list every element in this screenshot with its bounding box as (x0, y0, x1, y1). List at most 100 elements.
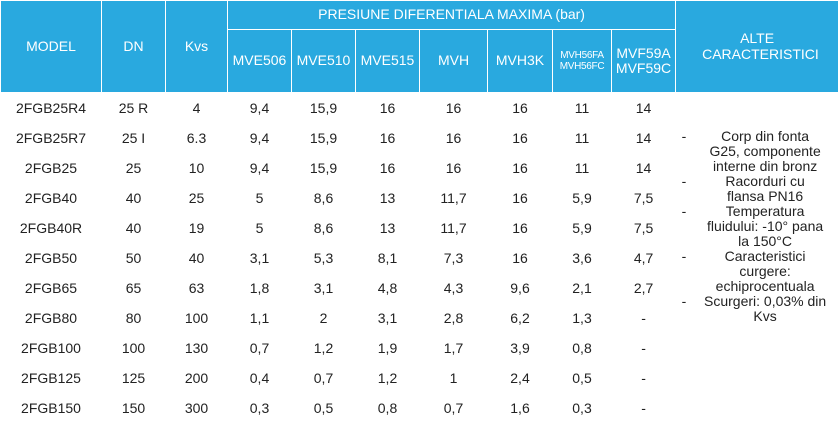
cell-pressure: 0,8 (377, 400, 398, 416)
cell-pressure: 11 (574, 160, 590, 176)
cell-kvs: 6.3 (186, 130, 207, 146)
cell-pressure: 5,9 (572, 190, 592, 206)
cell-pressure: 1,3 (572, 310, 592, 326)
cell-kvs: 130 (184, 340, 209, 356)
cell-pressure: 9,4 (249, 100, 270, 116)
header-other: ALTE CARACTERISTICI (675, 0, 838, 93)
header-col-mve510: MVE510 (291, 29, 356, 93)
cell-dn: 125 (121, 370, 146, 386)
cell-model: 2FGB150 (21, 400, 81, 416)
cell-pressure: 0,7 (443, 400, 464, 416)
note-line: curgere: (739, 263, 791, 279)
cell-pressure: 13 (379, 190, 396, 206)
cell-pressure: 0,3 (249, 400, 270, 416)
cell-pressure: 7,5 (633, 220, 654, 236)
cell-pressure: 7,3 (443, 250, 464, 266)
cell-pressure: 1,8 (249, 280, 270, 296)
note-line: - Scurgeri: 0,03% din (681, 293, 827, 309)
cell-pressure: 14 (635, 130, 652, 146)
cell-kvs: 25 (188, 190, 205, 206)
cell-pressure: 0,7 (313, 370, 334, 386)
cell-pressure: 15,9 (309, 130, 338, 146)
cell-model: 2FGB25R7 (15, 130, 87, 146)
note-line: fluidului: -10° pana (707, 218, 824, 234)
cell-pressure: 5,3 (313, 250, 334, 266)
pressure-table: MODEL DN Kvs PRESIUNE DIFERENTIALA MAXIM… (0, 0, 838, 416)
table-row: 2FGB65 65 63 1,8 3,1 4,8 4,3 9,6 2,1 2,7 (1, 273, 838, 303)
cell-pressure: 3,1 (377, 310, 398, 326)
header-col-mve506: MVE506 (227, 29, 292, 93)
cell-pressure: 16 (512, 100, 528, 116)
cell-pressure: 8,1 (377, 250, 398, 266)
cell-pressure: 4,7 (633, 250, 654, 266)
cell-pressure: 16 (379, 100, 396, 116)
header-col-mvh3k: MVH3K (487, 29, 553, 93)
cell-dn: 25 (125, 160, 142, 176)
cell-pressure: 16 (512, 220, 528, 236)
cell-model: 2FGB50 (24, 250, 78, 266)
table-row: 2FGB25R4 25 R 4 9,4 15,9 16 16 16 11 14 - Corp din … (1, 93, 838, 324)
cell-pressure: 11 (574, 130, 590, 146)
cell-kvs: 200 (184, 370, 209, 386)
cell-pressure: 2 (319, 310, 328, 326)
cell-dn: 25 I (121, 130, 146, 146)
cell-dn: 25 R (118, 100, 149, 116)
cell-pressure: 11,7 (440, 190, 467, 206)
table-row: 2FGB40 40 25 5 8,6 13 11,7 16 5,9 7,5 (1, 183, 838, 213)
cell-pressure: 14 (635, 100, 652, 116)
header-dn: DN (101, 0, 166, 93)
note-line: la 150°C (738, 233, 793, 249)
cell-pressure: 0,5 (313, 400, 334, 416)
header-other-label: ALTE CARACTERISTICI (702, 30, 819, 62)
cell-pressure: 15,9 (309, 160, 338, 176)
cell-dn: 65 (125, 280, 142, 296)
cell-pressure: 5 (255, 190, 264, 206)
cell-pressure: 1 (449, 370, 458, 386)
header-pressure-group: PRESIUNE DIFERENTIALA MAXIMA (bar) (226, 0, 677, 30)
cell-kvs: 40 (188, 250, 205, 266)
table-row: 2FGB25 25 10 9,4 15,9 16 16 16 11 14 (1, 153, 838, 183)
cell-pressure: 15,9 (309, 100, 338, 116)
header-col-mvh56: MVH56FA MVH56FC (552, 29, 612, 93)
cell-kvs: 63 (188, 280, 205, 296)
cell-model: 2FGB80 (24, 310, 78, 326)
header-col-mvf59a: MVF59A (616, 44, 671, 61)
cell-pressure: 16 (512, 160, 528, 176)
cell-pressure: 1,9 (377, 340, 398, 356)
cell-model: 2FGB25 (24, 160, 78, 176)
cell-model: 2FGB100 (21, 340, 81, 356)
table-row: 2FGB50 50 40 3,1 5,3 8,1 7,3 16 3,6 4,7 (1, 243, 838, 273)
cell-dn: 50 (125, 250, 142, 266)
cell-pressure: 9,6 (510, 280, 530, 296)
cell-pressure: 4,3 (443, 280, 464, 296)
cell-pressure: 3,9 (510, 340, 530, 356)
cell-pressure: 11,7 (440, 220, 467, 236)
cell-pressure: 16 (512, 190, 528, 206)
cell-pressure: 7,5 (633, 190, 654, 206)
cell-dn: 40 (125, 190, 142, 206)
cell-pressure: 16 (445, 130, 462, 146)
cell-pressure: 16 (512, 130, 528, 146)
cell-pressure: 1,7 (443, 340, 464, 356)
header-col-mvh56fc: MVH56FC (559, 61, 605, 72)
cell-model: 2FGB125 (21, 370, 81, 386)
cell-pressure: - (641, 310, 646, 326)
note-line: - Temperatura (681, 203, 805, 219)
cell-pressure: 0,5 (572, 370, 592, 386)
table-row: 2FGB125 125 200 0,4 0,7 1,2 1 2,4 0,5 - (1, 363, 838, 393)
cell-pressure: 16 (512, 250, 528, 266)
cell-pressure: - (641, 340, 646, 356)
cell-pressure: 13 (379, 220, 396, 236)
cell-kvs: 19 (188, 220, 205, 236)
cell-pressure: 16 (379, 130, 396, 146)
cell-pressure: 0,7 (249, 340, 270, 356)
cell-pressure: 5 (255, 220, 264, 236)
cell-pressure: 16 (379, 160, 396, 176)
cell-dn: 40 (125, 220, 142, 236)
cell-pressure: 16 (445, 160, 462, 176)
cell-pressure: 0,4 (249, 370, 270, 386)
cell-pressure: 0,3 (572, 400, 592, 416)
cell-pressure: 1,2 (313, 340, 334, 356)
cell-pressure: 9,4 (249, 130, 270, 146)
